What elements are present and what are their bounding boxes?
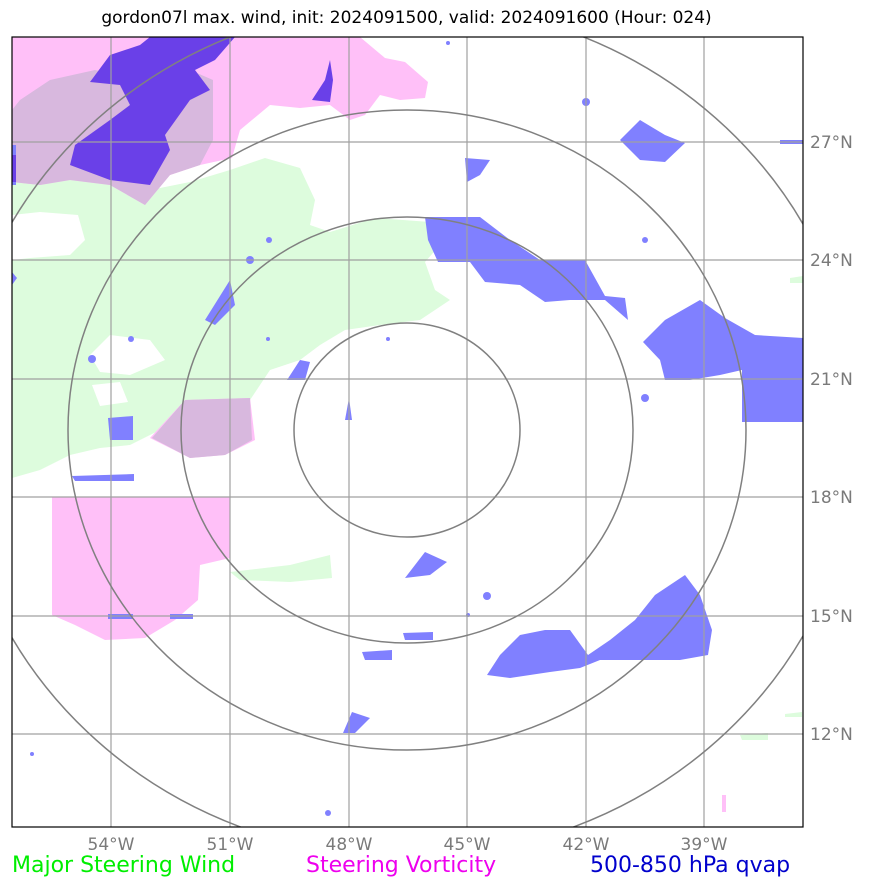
legend-steering-vorticity: Steering Vorticity xyxy=(306,853,497,878)
lat-label: 12°N xyxy=(810,725,853,745)
lon-label: 54°W xyxy=(88,835,135,855)
lon-label: 42°W xyxy=(563,835,610,855)
range-ring-1 xyxy=(293,322,521,538)
lat-label: 21°N xyxy=(810,370,853,390)
range-rings xyxy=(12,37,803,827)
steering-wind-gaps xyxy=(12,212,165,406)
graticule xyxy=(12,37,803,827)
longitude-labels: 54°W 51°W 48°W 45°W 42°W 39°W xyxy=(88,835,728,855)
range-ring-2 xyxy=(180,216,634,644)
lon-label: 48°W xyxy=(326,835,373,855)
lat-label: 24°N xyxy=(810,251,853,271)
lat-label: 15°N xyxy=(810,607,853,627)
qvap-areas xyxy=(12,41,803,816)
map-title: gordon07l max. wind, init: 2024091500, v… xyxy=(101,8,712,28)
lon-label: 45°W xyxy=(444,835,491,855)
lon-label: 51°W xyxy=(207,835,254,855)
lat-label: 18°N xyxy=(810,488,853,508)
map-frame xyxy=(11,36,804,828)
legend-steering-wind: Major Steering Wind xyxy=(12,853,236,878)
lon-label: 39°W xyxy=(681,835,728,855)
range-ring-3 xyxy=(67,109,747,751)
legend-qvap: 500-850 hPa qvap xyxy=(590,853,791,878)
lat-label: 27°N xyxy=(810,133,853,153)
latitude-labels: 27°N 24°N 21°N 18°N 15°N 12°N xyxy=(810,133,853,745)
